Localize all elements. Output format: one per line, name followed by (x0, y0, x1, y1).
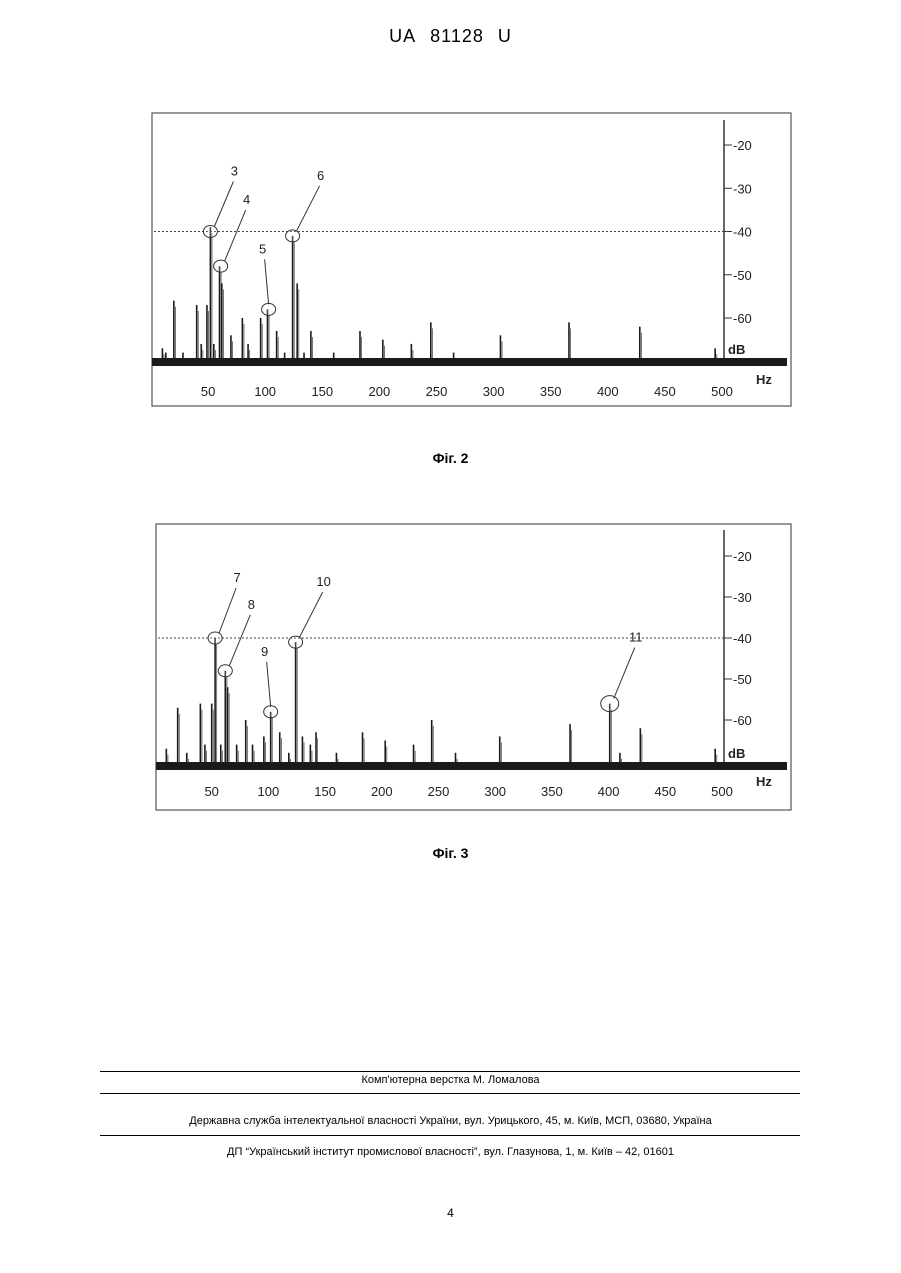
callout-leader (265, 259, 269, 304)
x-tick-label: 500 (711, 384, 733, 399)
figure-2: -20 -30 -40 -50 -60 dB 50 100 150 200 250 300 350 400… (0, 108, 901, 413)
x-axis-label: Hz (756, 372, 772, 387)
x-tick-label: 300 (484, 784, 506, 799)
y-tick-label: -60 (733, 311, 752, 326)
callout-circle (214, 260, 228, 272)
callout-label: 5 (259, 241, 266, 256)
document-header: UA 81128 U (0, 26, 901, 47)
y-tick-label: -40 (733, 225, 752, 240)
x-tick-label: 500 (711, 784, 733, 799)
institute-line: ДП “Український інститут промислової вла… (0, 1146, 901, 1158)
callout-circle (203, 226, 217, 238)
callout-circle (262, 303, 276, 315)
y-tick-label: -40 (733, 631, 752, 646)
footer-rule-bottom (100, 1135, 800, 1136)
x-tick-label: 250 (426, 384, 448, 399)
x-axis-label: Hz (756, 774, 772, 789)
y-axis-label: dB (728, 342, 745, 357)
x-tick-label: 300 (483, 384, 505, 399)
x-tick-label: 200 (371, 784, 393, 799)
x-tick-label: 50 (204, 784, 218, 799)
footer-rule-top (100, 1071, 800, 1072)
x-tick-label: 250 (428, 784, 450, 799)
spectrum-chart-fig3: -20 -30 -40 -50 -60 dB 50 100 150 200 250 300 350 400… (0, 518, 901, 816)
callout-leader (225, 210, 246, 261)
doc-number: 81128 (430, 26, 484, 46)
doc-kind: U (498, 26, 512, 46)
callout-label: 10 (316, 574, 330, 589)
y-axis-label: dB (728, 746, 745, 761)
x-tick-label: 150 (311, 384, 333, 399)
callout-label: 7 (233, 570, 240, 585)
figure-caption-fig3: Фіг. 3 (0, 845, 901, 861)
footer-rule-mid (100, 1093, 800, 1094)
x-tick-label: 400 (597, 384, 619, 399)
x-tick-label: 100 (258, 784, 280, 799)
x-tick-label: 450 (654, 384, 676, 399)
callout-circle (601, 696, 619, 712)
y-tick-label: -20 (733, 138, 752, 153)
baseline-bar (156, 762, 787, 770)
callout-label: 11 (629, 630, 643, 645)
x-tick-label: 200 (369, 384, 391, 399)
x-tick-label: 400 (598, 784, 620, 799)
layout-credit: Комп'ютерна верстка М. Ломалова (0, 1074, 901, 1086)
callout-leader (300, 592, 323, 637)
callout-leader (229, 615, 250, 666)
callout-circle (286, 230, 300, 242)
y-tick-label: -60 (733, 713, 752, 728)
doc-code: UA (389, 26, 416, 46)
figure-3: -20 -30 -40 -50 -60 dB 50 100 150 200 250 300 350 400… (0, 518, 901, 816)
y-tick-label: -50 (733, 268, 752, 283)
y-tick-label: -20 (733, 549, 752, 564)
callout-leader (614, 648, 635, 699)
callout-leader (297, 186, 320, 231)
callout-circle (218, 665, 232, 677)
callout-circle (289, 636, 303, 648)
callout-label: 9 (261, 644, 268, 659)
x-tick-label: 350 (540, 384, 562, 399)
x-tick-label: 150 (314, 784, 336, 799)
y-tick-label: -50 (733, 672, 752, 687)
figure-caption-fig2: Фіг. 2 (0, 450, 901, 466)
callout-label: 6 (317, 168, 324, 183)
page-number: 4 (0, 1206, 901, 1220)
callout-circle (264, 706, 278, 718)
callout-label: 8 (248, 597, 255, 612)
x-tick-label: 350 (541, 784, 563, 799)
x-tick-label: 100 (254, 384, 276, 399)
callout-leader (214, 182, 233, 227)
x-tick-label: 450 (654, 784, 676, 799)
callout-circle (208, 632, 222, 644)
agency-line: Державна служба інтелектуальної власност… (0, 1115, 901, 1127)
spectrum-chart-fig2: -20 -30 -40 -50 -60 dB 50 100 150 200 250 300 350 400… (0, 108, 901, 413)
y-tick-label: -30 (733, 590, 752, 605)
callout-label: 3 (231, 164, 238, 179)
callout-label: 4 (243, 192, 250, 207)
x-tick-label: 50 (201, 384, 215, 399)
callout-leader (219, 588, 236, 633)
callout-leader (267, 662, 271, 707)
baseline-bar (152, 358, 787, 366)
y-tick-label: -30 (733, 181, 752, 196)
